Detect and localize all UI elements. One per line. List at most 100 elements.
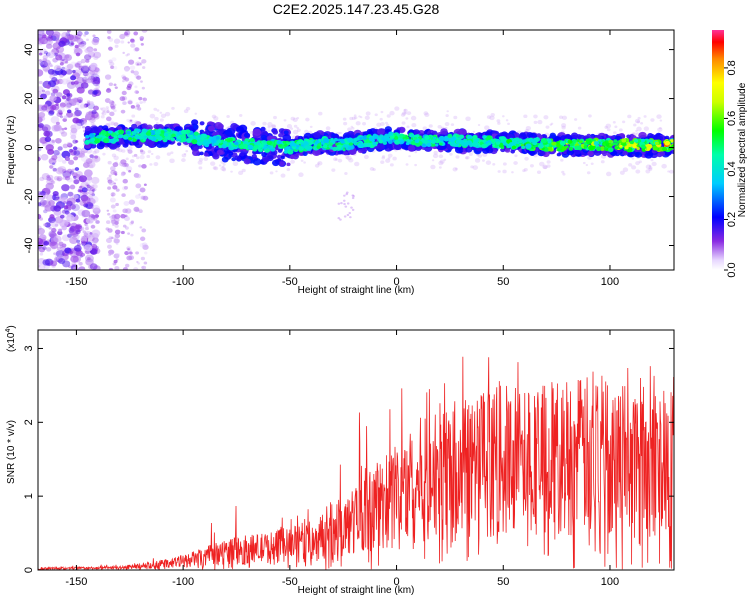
- spectrogram-cell: [119, 33, 126, 40]
- spectrogram-cell: [494, 145, 498, 148]
- spectrogram-cell: [119, 96, 126, 102]
- spectrogram-cell: [343, 151, 349, 156]
- spectrogram-cell: [549, 132, 556, 138]
- spectrogram-cell: [88, 190, 93, 194]
- snr-multiplier-exponent: 4: [5, 329, 12, 333]
- spectrogram-cell: [536, 170, 542, 174]
- spectrogram-cell: [110, 121, 115, 126]
- spectrogram-cell: [164, 111, 171, 117]
- spectrogram-cell: [543, 115, 549, 120]
- spectrogram-cell: [43, 223, 47, 227]
- spectrogram-cell: [68, 265, 72, 269]
- spectrogram-cell: [38, 31, 43, 35]
- spectrogram-cell: [497, 121, 501, 125]
- spectrogram-cell: [38, 227, 45, 235]
- spectrogram-cell: [406, 125, 410, 129]
- spectrogram-cell: [304, 129, 309, 134]
- spectrogram-cell: [86, 197, 96, 206]
- spectrogram-cell: [243, 158, 251, 165]
- spectrogram-cell: [613, 139, 618, 143]
- spectrogram-cell: [48, 216, 56, 224]
- spectrogram-cell: [142, 195, 149, 201]
- spectrogram-cell: [333, 157, 338, 162]
- spectrogram-cell: [64, 103, 72, 109]
- spectrogram-cell: [42, 34, 47, 39]
- spectrogram-cell: [643, 115, 647, 118]
- spectrogram-cell: [38, 116, 43, 124]
- spectrogram-cell: [111, 192, 115, 195]
- spectrogram-cell: [651, 161, 657, 167]
- spectrogram-cell: [287, 149, 294, 155]
- spectrogram-cell: [258, 148, 263, 152]
- spectrogram-cell: [453, 115, 458, 120]
- spectrogram-cell: [221, 156, 229, 163]
- y-tick-label: 1: [23, 493, 35, 499]
- spectrogram-cell: [342, 148, 346, 152]
- spectrogram-cell: [622, 150, 629, 156]
- spectrogram-cell: [502, 162, 507, 166]
- spectrogram-cell: [619, 144, 623, 148]
- spectrogram-cell: [635, 161, 640, 166]
- spectrogram-cell: [111, 194, 114, 197]
- spectrogram-cell: [331, 168, 336, 172]
- spectrogram-cell: [74, 167, 80, 171]
- spectrogram-cell: [482, 147, 490, 154]
- spectrogram-cell: [576, 139, 580, 142]
- spectrogram-cell: [592, 139, 596, 143]
- spectrogram-cell: [228, 137, 233, 142]
- spectrogram-cell: [87, 51, 96, 58]
- spectrogram-cell: [142, 100, 146, 104]
- spectrogram-cell: [139, 101, 143, 104]
- spectrogram-cell: [181, 153, 187, 158]
- spectrogram-cell: [86, 175, 93, 181]
- spectrogram-cell: [90, 195, 99, 204]
- spectrogram-cell: [414, 150, 418, 154]
- spectrogram-cell: [648, 164, 652, 168]
- spectrogram-cell: [46, 35, 54, 42]
- spectrogram-cell: [47, 36, 52, 40]
- spectrogram-cell: [634, 118, 641, 124]
- colorbar: 0.0 0.2 0.4 0.6 0.8 Normalized spectral ampl…: [712, 30, 748, 278]
- colorbar-gradient: [712, 30, 724, 270]
- spectrogram-cell: [75, 229, 81, 235]
- spectrogram-cell: [92, 81, 96, 85]
- spectrogram-cell: [114, 229, 121, 235]
- spectrogram-cell: [345, 155, 350, 160]
- spectrogram-cell: [111, 153, 117, 158]
- spectrogram-cell: [556, 152, 561, 157]
- spectrogram-cell: [85, 256, 94, 264]
- spectrogram-cell: [69, 34, 79, 42]
- spectrogram-cell: [38, 225, 42, 231]
- spectrogram-cell: [271, 159, 280, 167]
- spectrogram-cell: [141, 86, 145, 90]
- spectrogram-cell: [45, 182, 54, 190]
- spectrogram-cell: [507, 122, 510, 126]
- spectrogram-cell: [87, 257, 91, 261]
- spectrogram-cell: [108, 249, 115, 255]
- spectrogram-cell: [339, 218, 342, 221]
- spectrogram-cell: [75, 140, 79, 143]
- spectrogram-cell: [85, 134, 90, 139]
- spectrogram-cell: [230, 122, 239, 130]
- spectrogram-cell: [107, 36, 111, 40]
- spectrogram-cell: [386, 142, 393, 148]
- spectrogram-cell: [81, 209, 91, 218]
- spectrogram-cell: [106, 116, 112, 122]
- spectrogram-cell: [80, 58, 86, 64]
- spectrogram-cell: [66, 141, 72, 146]
- spectrogram-cell: [61, 95, 67, 100]
- spectrogram-cell: [290, 159, 295, 164]
- spectrogram-cell: [656, 114, 662, 119]
- spectrogram-cell: [108, 130, 113, 134]
- spectrogram-cell: [59, 62, 64, 66]
- x-tick-label: -150: [65, 276, 87, 288]
- spectrogram-cell: [67, 213, 72, 218]
- snr-x-label: Height of straight line (km): [298, 585, 415, 596]
- x-tick-label: 50: [497, 276, 509, 288]
- spectrogram-cell: [111, 214, 117, 219]
- spectrogram-cell: [52, 191, 59, 197]
- spectrogram-cell: [49, 161, 57, 167]
- spectrogram-cell: [662, 146, 668, 152]
- spectrogram-cell: [283, 130, 289, 135]
- spectrogram-cell: [123, 186, 129, 190]
